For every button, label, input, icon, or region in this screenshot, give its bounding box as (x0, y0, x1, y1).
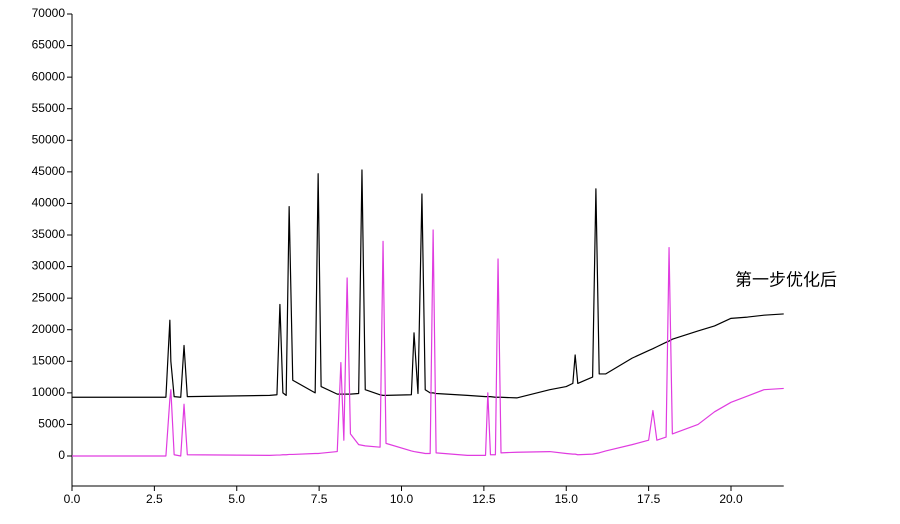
y-tick-label: 45000 (32, 164, 66, 178)
y-tick-label: 10000 (32, 385, 66, 399)
y-tick-label: 25000 (32, 290, 66, 304)
series-line (72, 169, 784, 399)
x-tick-label: 2.5 (146, 492, 163, 506)
y-tick-label: 50000 (32, 132, 66, 146)
x-tick-label: 12.5 (472, 492, 496, 506)
x-tick-label: 10.0 (390, 492, 414, 506)
x-tick-label: 15.0 (555, 492, 579, 506)
y-tick-label: 5000 (38, 417, 65, 431)
y-tick-label: 30000 (32, 259, 66, 273)
y-tick-label: 15000 (32, 353, 66, 367)
y-tick-label: 0 (58, 448, 65, 462)
x-tick-label: 0.0 (64, 492, 81, 506)
y-tick-label: 35000 (32, 227, 66, 241)
annotation: 第一步优化后 (735, 270, 837, 289)
series-line (72, 229, 784, 457)
y-tick-label: 70000 (32, 6, 66, 20)
y-tick-label: 65000 (32, 38, 66, 52)
x-tick-label: 20.0 (719, 492, 743, 506)
x-tick-label: 17.5 (637, 492, 661, 506)
x-tick-label: 7.5 (311, 492, 328, 506)
y-tick-label: 55000 (32, 101, 66, 115)
x-tick-label: 5.0 (228, 492, 245, 506)
y-tick-label: 40000 (32, 196, 66, 210)
y-tick-label: 60000 (32, 69, 66, 83)
y-tick-label: 20000 (32, 322, 66, 336)
